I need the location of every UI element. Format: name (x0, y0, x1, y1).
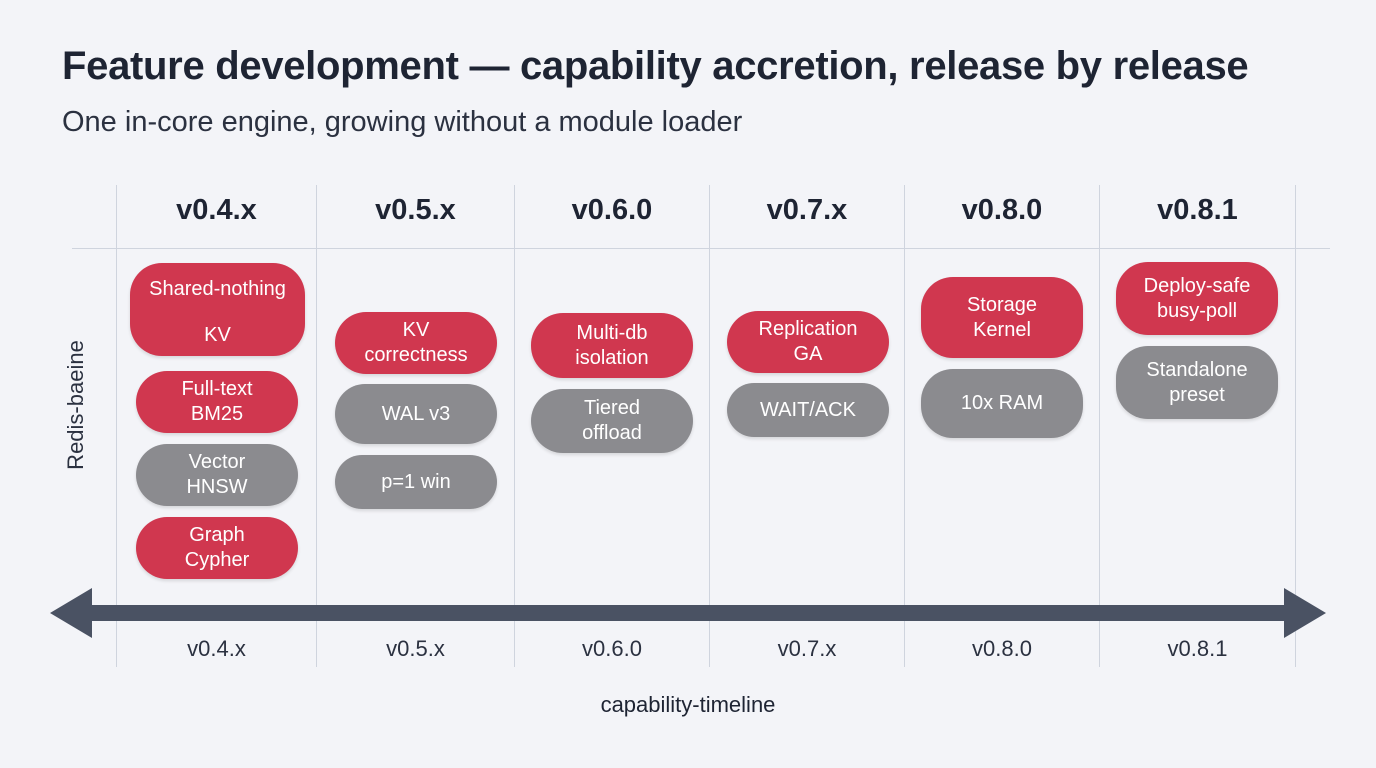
grid-divider (904, 185, 905, 667)
column-header-v0-5-x: v0.5.x (375, 194, 456, 226)
header-divider (72, 248, 1330, 249)
feature-pill-graph-cypher: Graph Cypher (136, 517, 298, 579)
column-header-v0-4-x: v0.4.x (176, 194, 257, 226)
grid-divider (316, 185, 317, 667)
grid-divider (116, 185, 117, 667)
infra-pill-10x-ram: 10x RAM (921, 369, 1083, 438)
pill-label-top: Shared-nothing (149, 278, 286, 300)
grid-divider (514, 185, 515, 667)
axis-tick-label: v0.4.x (187, 636, 246, 661)
feature-pill-deploy-safe-busy-poll: Deploy-safe busy-poll (1116, 262, 1278, 335)
page-title: Feature development — capability accreti… (62, 44, 1249, 88)
feature-pill-multi-db-isolation: Multi-db isolation (531, 313, 693, 378)
column-header-v0-8-1: v0.8.1 (1157, 194, 1238, 226)
axis-tick-label: v0.7.x (777, 636, 837, 661)
infra-pill-vector-hnsw: Vector HNSW (136, 444, 298, 506)
feature-pill-shared-nothing-kv: Shared-nothing KV (130, 263, 305, 356)
infra-pill-tiered-offload: Tiered offload (531, 389, 693, 453)
pill-label-bottom: KV (204, 324, 231, 346)
grid-divider (1295, 185, 1296, 667)
grid-divider (709, 185, 710, 667)
feature-pill-full-text-bm25: Full-text BM25 (136, 371, 298, 433)
axis-tick-label: v0.8.1 (1167, 636, 1228, 661)
feature-pill-replication-ga: Replication GA (727, 311, 889, 373)
infra-pill-p1-win: p=1 win (335, 455, 497, 509)
infra-pill-wait-ack: WAIT/ACK (727, 383, 889, 437)
feature-pill-storage-kernel: Storage Kernel (921, 277, 1083, 358)
grid-divider (1099, 185, 1100, 667)
axis-tick-label: v0.6.0 (582, 636, 642, 661)
row-label: Redis-baeine (63, 340, 88, 470)
column-header-v0-6-0: v0.6.0 (571, 194, 653, 226)
axis-tick-label: v0.5.x (386, 636, 445, 661)
infra-pill-standalone-preset: Standalone preset (1116, 346, 1278, 419)
feature-pill-kv-correctness: KV correctness (335, 312, 497, 374)
page-subtitle: One in-core engine, growing without a mo… (62, 106, 743, 138)
timeline-axis-arrow (50, 588, 1326, 638)
axis-tick-label: v0.8.0 (972, 636, 1032, 661)
column-header-v0-8-0: v0.8.0 (961, 194, 1043, 226)
axis-title: capability-timeline (600, 692, 776, 717)
column-header-v0-7-x: v0.7.x (766, 194, 848, 226)
infra-pill-wal-v3: WAL v3 (335, 384, 497, 444)
